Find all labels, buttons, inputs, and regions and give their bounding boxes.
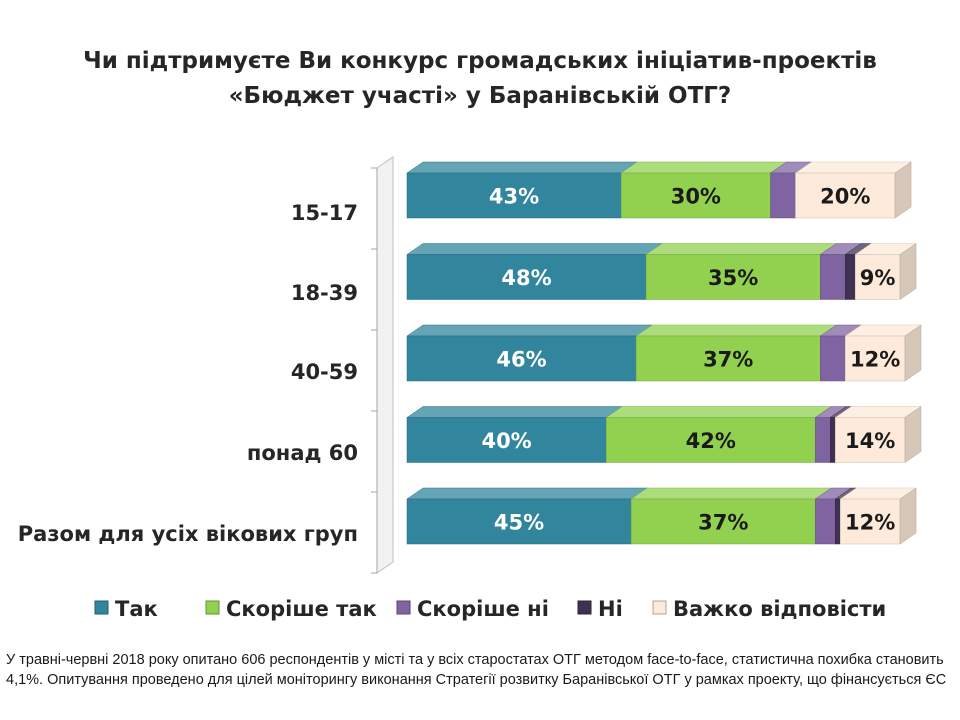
data-label: 9%	[860, 266, 896, 290]
data-label: 20%	[820, 185, 870, 209]
bar-side-face	[894, 161, 912, 219]
bar-segment	[820, 335, 846, 382]
bar-segment	[815, 417, 831, 463]
data-label: 43%	[489, 185, 539, 209]
legend-label: Скоріше ні	[417, 597, 549, 621]
bar-segment	[645, 254, 821, 300]
bar-segment	[770, 172, 796, 219]
bar-top-face	[605, 406, 833, 418]
data-label: 45%	[494, 511, 544, 535]
data-label: 40%	[481, 429, 531, 453]
bar-top-face	[630, 487, 833, 500]
bar-segment	[406, 335, 637, 382]
footnote: У травні-червні 2018 року опитано 606 ре…	[6, 652, 947, 688]
chart-title-line2: «Бюджет участі» у Баранівській ОТГ?	[228, 83, 732, 109]
legend-swatch	[652, 600, 667, 615]
data-label: 12%	[850, 348, 900, 372]
bar-top-face	[406, 161, 638, 174]
data-label: 48%	[501, 266, 551, 290]
bar-top-face	[635, 324, 838, 337]
legend-swatch	[205, 600, 220, 615]
bar-segment	[406, 498, 632, 545]
category-label: понад 60	[247, 441, 358, 465]
axis-wall	[376, 156, 394, 574]
bar-segment	[630, 498, 816, 545]
legend-swatch	[577, 600, 592, 615]
data-label: 42%	[686, 429, 736, 453]
bar-top-face	[794, 161, 912, 174]
bar-segment	[795, 172, 896, 219]
bar-segment	[406, 417, 607, 463]
legend-swatch	[94, 600, 109, 615]
bar-segment	[820, 254, 846, 300]
legend-label: Ні	[598, 597, 623, 621]
legend-label: Важко відповісти	[673, 597, 886, 621]
bar-side-face	[899, 243, 917, 300]
chart-title-line1: Чи підтримуєте Ви конкурс громадських ін…	[83, 48, 877, 74]
bar-segment	[835, 417, 906, 463]
legend-swatch	[396, 600, 411, 615]
category-label: 40-59	[291, 360, 358, 384]
bar-top-face	[406, 243, 663, 255]
data-label: 30%	[671, 185, 721, 209]
bar-segment	[605, 417, 816, 463]
bar-top-face	[406, 324, 653, 337]
bar-segment	[830, 417, 836, 463]
bar-segment	[620, 172, 771, 219]
bar-side-face	[904, 324, 922, 382]
bar-segment	[844, 254, 856, 300]
bar-segment	[406, 254, 647, 300]
bar-segment	[844, 335, 906, 382]
category-label: 18-39	[291, 281, 358, 305]
stacked-bar-chart: 15-17 18-39 40-59 понад 60 Разом для усіх ві…	[18, 156, 922, 621]
data-label: 12%	[845, 511, 895, 535]
data-label: 46%	[496, 348, 546, 372]
bar-top-face	[406, 406, 624, 418]
bar-segment	[840, 498, 901, 545]
bar-segment	[835, 498, 841, 545]
category-label: Разом для усіх вікових груп	[18, 522, 358, 546]
category-label: 15-17	[291, 201, 358, 225]
bar-side-face	[899, 487, 917, 545]
data-label: 35%	[708, 266, 758, 290]
bar-side-face	[904, 406, 922, 463]
chart-title: Чи підтримуєте Ви конкурс громадських ін…	[0, 44, 960, 114]
legend-label: Скоріше так	[226, 597, 377, 621]
bar-segment	[815, 498, 836, 545]
bar-segment	[406, 172, 622, 219]
data-label: 37%	[698, 511, 748, 535]
bar-top-face	[620, 161, 788, 174]
data-label: 14%	[845, 429, 895, 453]
data-label: 37%	[703, 348, 753, 372]
bar-segment	[635, 335, 821, 382]
bar-top-face	[645, 243, 838, 255]
bar-top-face	[406, 487, 648, 500]
legend-label: Так	[115, 597, 158, 621]
